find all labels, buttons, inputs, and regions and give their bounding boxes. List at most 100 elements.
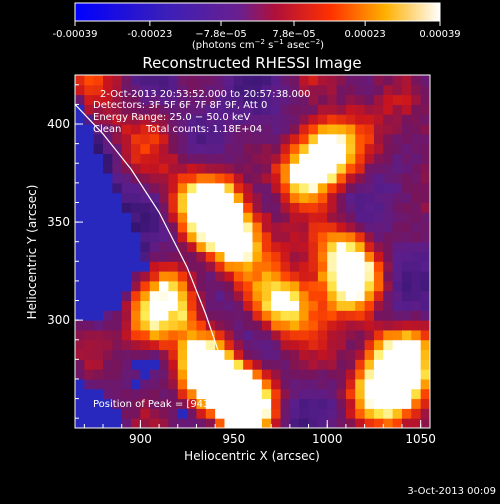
heatmap-cell bbox=[317, 251, 328, 262]
heatmap-cell bbox=[345, 84, 356, 96]
heatmap-cell bbox=[364, 320, 375, 331]
heatmap-cell bbox=[327, 280, 338, 292]
heatmap-cell bbox=[112, 359, 123, 370]
heatmap-cell bbox=[103, 300, 113, 311]
heatmap-cell bbox=[224, 241, 235, 252]
heatmap-cell bbox=[280, 163, 291, 174]
heatmap-cell bbox=[121, 222, 132, 233]
heatmap-cell bbox=[205, 290, 216, 302]
heatmap-cell bbox=[336, 320, 347, 331]
heatmap-cell bbox=[187, 173, 197, 184]
heatmap-cell bbox=[149, 251, 160, 262]
heatmap-cell bbox=[131, 310, 141, 321]
heatmap-cell bbox=[168, 182, 179, 194]
heatmap-cell bbox=[205, 339, 216, 351]
heatmap-cell bbox=[103, 124, 113, 135]
heatmap-cell bbox=[205, 133, 216, 145]
heatmap-cell bbox=[299, 329, 310, 341]
heatmap-cell bbox=[327, 369, 338, 380]
heatmap-cell bbox=[131, 212, 141, 223]
heatmap-cell bbox=[383, 320, 394, 331]
heatmap-cell bbox=[215, 202, 225, 213]
heatmap-cell bbox=[308, 339, 319, 351]
heatmap-cell bbox=[112, 349, 123, 360]
heatmap-cell bbox=[280, 104, 291, 115]
heatmap-cell bbox=[159, 231, 169, 243]
heatmap-cell bbox=[243, 153, 253, 164]
heatmap-cell bbox=[159, 320, 169, 331]
heatmap-cell bbox=[243, 398, 253, 409]
heatmap-cell bbox=[112, 173, 123, 184]
heatmap-cell bbox=[280, 369, 291, 380]
heatmap-cell bbox=[84, 143, 95, 154]
heatmap-cell bbox=[168, 290, 179, 302]
heatmap-cell bbox=[289, 261, 300, 272]
heatmap-cell bbox=[289, 143, 300, 154]
heatmap-cell bbox=[289, 202, 300, 213]
heatmap-cell bbox=[121, 310, 132, 321]
heatmap-cell bbox=[243, 84, 253, 96]
heatmap-cell bbox=[243, 310, 253, 321]
heatmap-cell bbox=[373, 133, 384, 145]
heatmap-cell bbox=[355, 398, 366, 409]
heatmap-cell bbox=[252, 349, 263, 360]
heatmap-cell bbox=[392, 290, 403, 302]
heatmap-cell bbox=[84, 84, 95, 96]
heatmap-cell bbox=[420, 359, 430, 370]
heatmap-cell bbox=[159, 84, 169, 96]
heatmap-cell bbox=[168, 300, 179, 311]
heatmap-cell bbox=[121, 290, 132, 302]
heatmap-cell bbox=[149, 408, 160, 419]
heatmap-cell bbox=[103, 182, 113, 194]
heatmap-cell bbox=[411, 310, 422, 321]
heatmap-cell bbox=[205, 84, 216, 96]
heatmap-cell bbox=[177, 231, 188, 243]
heatmap-cell bbox=[112, 231, 123, 243]
heatmap-cell bbox=[187, 94, 197, 105]
heatmap-cell bbox=[373, 124, 384, 135]
heatmap-cell bbox=[383, 290, 394, 302]
heatmap-cell bbox=[271, 280, 282, 292]
heatmap-cell bbox=[411, 408, 422, 419]
heatmap-cell bbox=[131, 133, 141, 145]
heatmap-cell bbox=[215, 182, 225, 194]
heatmap-cell bbox=[392, 182, 403, 194]
heatmap-cell bbox=[420, 104, 430, 115]
heatmap-cell bbox=[355, 261, 366, 272]
colorbar-strip bbox=[74, 2, 441, 22]
heatmap-cell bbox=[392, 261, 403, 272]
heatmap-cell bbox=[271, 173, 282, 184]
heatmap-cell bbox=[159, 182, 169, 194]
heatmap-cell bbox=[345, 418, 356, 428]
heatmap-cell bbox=[233, 241, 244, 252]
heatmap-cell bbox=[280, 329, 291, 341]
heatmap-cell bbox=[383, 75, 394, 86]
heatmap-cell bbox=[345, 329, 356, 341]
heatmap-cell bbox=[168, 359, 179, 370]
heatmap-cell bbox=[252, 133, 263, 145]
heatmap-cell bbox=[168, 84, 179, 96]
heatmap-cell bbox=[252, 329, 263, 341]
heatmap-cell bbox=[177, 133, 188, 145]
heatmap-cell bbox=[299, 192, 310, 203]
heatmap-cell bbox=[121, 163, 132, 174]
heatmap-cell bbox=[196, 359, 207, 370]
heatmap-cell bbox=[187, 163, 197, 174]
heatmap-cell bbox=[205, 173, 216, 184]
heatmap-cell bbox=[401, 408, 412, 419]
heatmap-cell bbox=[224, 182, 235, 194]
heatmap-cell bbox=[103, 241, 113, 252]
heatmap-cell bbox=[392, 271, 403, 282]
heatmap-cell bbox=[224, 104, 235, 115]
heatmap-cell bbox=[383, 369, 394, 380]
heatmap-cell bbox=[345, 408, 356, 419]
heatmap-cell bbox=[93, 398, 104, 409]
heatmap-cell bbox=[75, 84, 85, 96]
heatmap-cell bbox=[243, 231, 253, 243]
heatmap-cell bbox=[336, 133, 347, 145]
heatmap-cell bbox=[373, 378, 384, 390]
heatmap-cell bbox=[261, 192, 272, 203]
heatmap-cell bbox=[121, 153, 132, 164]
heatmap-cell bbox=[149, 212, 160, 223]
heatmap-cell bbox=[280, 202, 291, 213]
